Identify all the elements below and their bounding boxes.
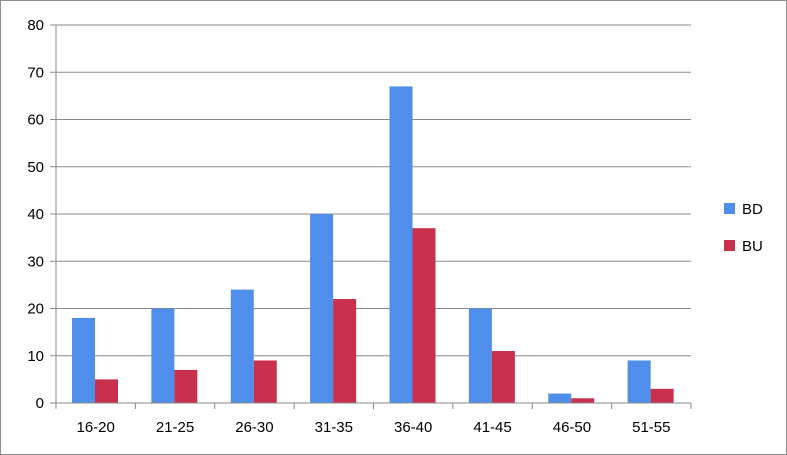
bar-bd xyxy=(389,86,413,404)
bar-bu xyxy=(571,398,595,403)
y-tick-label: 80 xyxy=(27,17,44,34)
bar-bu xyxy=(95,379,118,403)
legend-label-bd: BD xyxy=(742,201,763,218)
x-tick-label: 41-45 xyxy=(473,419,511,436)
y-tick-label: 70 xyxy=(27,64,44,81)
legend-swatch-bu xyxy=(724,240,735,251)
x-tick-label: 51-55 xyxy=(632,419,670,436)
x-tick-label: 26-30 xyxy=(235,419,273,436)
bar-bd xyxy=(548,393,572,403)
x-tick-label: 16-20 xyxy=(77,419,115,436)
bar-bd xyxy=(310,214,334,403)
legend-label-bu: BU xyxy=(742,238,763,255)
y-tick-label: 20 xyxy=(27,301,44,318)
y-tick-label: 30 xyxy=(27,253,44,270)
bar-bu xyxy=(491,351,515,403)
x-tick-label: 36-40 xyxy=(394,419,432,436)
legend: BD BU xyxy=(724,201,763,255)
y-tick-label: 50 xyxy=(27,159,44,176)
x-tick-label: 31-35 xyxy=(315,419,353,436)
y-tick-label: 60 xyxy=(27,112,44,129)
bar-bu xyxy=(253,360,277,403)
x-tick-label: 21-25 xyxy=(156,419,194,436)
y-axis-tick-labels: 0 10 20 30 40 50 60 70 80 xyxy=(27,17,44,412)
bars xyxy=(72,86,674,404)
bar-bd xyxy=(627,360,651,403)
bar-bu xyxy=(174,369,198,403)
y-tick-label: 10 xyxy=(27,348,44,365)
bar-bd xyxy=(230,289,254,403)
legend-swatch-bd xyxy=(724,203,735,214)
x-axis-tick-labels: 16-20 21-25 26-30 31-35 36-40 41-45 46-50 51-55 xyxy=(77,419,671,436)
bar-bd xyxy=(72,317,95,403)
x-tick-label: 46-50 xyxy=(553,419,591,436)
y-tick-label: 40 xyxy=(27,206,44,223)
bar-bd xyxy=(151,308,175,403)
y-tick-label: 0 xyxy=(36,395,44,412)
axes xyxy=(50,24,692,409)
bar-bu xyxy=(412,228,436,403)
bar-bu xyxy=(650,388,674,403)
bar-bu xyxy=(333,299,357,403)
gridlines xyxy=(56,24,691,357)
bar-bd xyxy=(468,308,492,403)
